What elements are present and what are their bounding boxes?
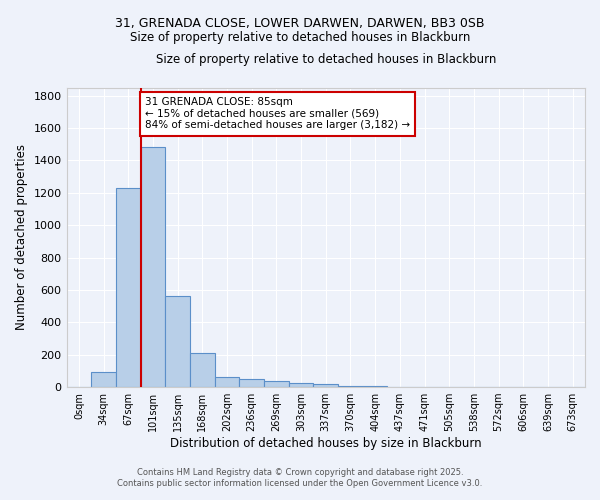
Y-axis label: Number of detached properties: Number of detached properties xyxy=(15,144,28,330)
Bar xyxy=(363,386,388,387)
Title: Size of property relative to detached houses in Blackburn: Size of property relative to detached ho… xyxy=(155,52,496,66)
X-axis label: Distribution of detached houses by size in Blackburn: Distribution of detached houses by size … xyxy=(170,437,482,450)
Bar xyxy=(140,148,165,387)
Bar xyxy=(264,380,289,387)
Text: Contains HM Land Registry data © Crown copyright and database right 2025.
Contai: Contains HM Land Registry data © Crown c… xyxy=(118,468,482,487)
Text: 31 GRENADA CLOSE: 85sqm
← 15% of detached houses are smaller (569)
84% of semi-d: 31 GRENADA CLOSE: 85sqm ← 15% of detache… xyxy=(145,97,410,130)
Bar xyxy=(116,188,140,387)
Bar xyxy=(190,353,215,387)
Bar xyxy=(165,296,190,387)
Text: 31, GRENADA CLOSE, LOWER DARWEN, DARWEN, BB3 0SB: 31, GRENADA CLOSE, LOWER DARWEN, DARWEN,… xyxy=(115,18,485,30)
Bar xyxy=(215,376,239,387)
Bar xyxy=(91,372,116,387)
Bar xyxy=(289,382,313,387)
Bar xyxy=(338,386,363,387)
Bar xyxy=(239,379,264,387)
Text: Size of property relative to detached houses in Blackburn: Size of property relative to detached ho… xyxy=(130,31,470,44)
Bar xyxy=(313,384,338,387)
